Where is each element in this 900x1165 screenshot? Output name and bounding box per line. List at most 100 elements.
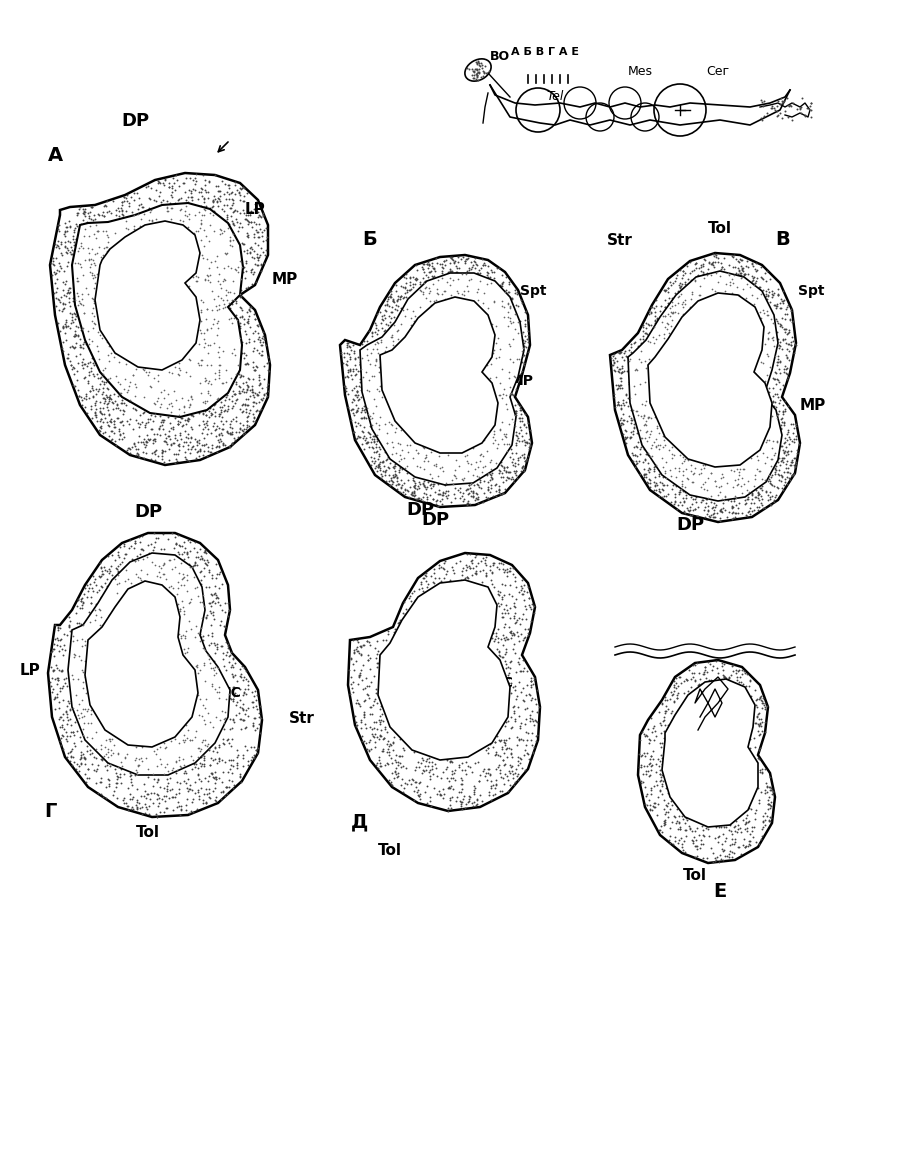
Point — [763, 450, 778, 468]
Point — [770, 355, 784, 374]
Point — [370, 463, 384, 481]
Point — [103, 411, 117, 430]
Point — [468, 248, 482, 267]
Point — [755, 691, 770, 709]
Point — [75, 661, 89, 679]
Point — [694, 478, 708, 496]
Point — [182, 781, 196, 799]
Point — [85, 331, 99, 350]
Point — [734, 476, 748, 495]
Point — [347, 344, 362, 362]
Point — [367, 452, 382, 471]
Point — [149, 790, 164, 809]
Point — [379, 472, 393, 490]
Point — [52, 221, 67, 240]
Point — [258, 241, 273, 260]
Point — [776, 395, 790, 414]
Point — [53, 256, 68, 275]
Point — [374, 699, 388, 718]
Point — [122, 193, 136, 212]
Point — [787, 465, 801, 483]
Point — [652, 473, 667, 492]
Point — [733, 266, 747, 284]
Point — [634, 747, 648, 765]
Point — [93, 553, 107, 572]
Point — [614, 416, 628, 435]
Point — [711, 828, 725, 847]
Point — [506, 456, 520, 474]
Point — [419, 480, 434, 499]
Point — [174, 800, 188, 819]
Point — [493, 584, 508, 602]
Point — [757, 304, 771, 323]
Point — [725, 843, 740, 862]
Point — [200, 249, 214, 268]
Point — [395, 770, 410, 789]
Point — [722, 668, 736, 686]
Point — [73, 338, 87, 356]
Point — [648, 408, 662, 426]
Point — [223, 298, 238, 317]
Point — [760, 306, 774, 325]
Point — [662, 289, 677, 308]
Point — [498, 560, 512, 579]
Point — [760, 387, 775, 405]
Point — [778, 330, 792, 348]
Point — [460, 480, 474, 499]
Point — [429, 280, 444, 298]
Point — [86, 381, 100, 400]
Point — [688, 836, 703, 855]
Point — [134, 210, 148, 228]
Point — [79, 742, 94, 761]
Point — [775, 451, 789, 469]
Point — [94, 735, 108, 754]
Point — [362, 741, 376, 760]
Point — [68, 230, 83, 248]
Point — [652, 308, 667, 326]
Point — [239, 416, 254, 435]
Point — [496, 559, 510, 578]
Point — [221, 396, 236, 415]
Point — [495, 464, 509, 482]
Point — [122, 538, 137, 557]
Point — [363, 407, 377, 425]
Point — [477, 760, 491, 778]
Point — [238, 396, 252, 415]
Point — [469, 488, 483, 507]
Point — [51, 239, 66, 257]
Point — [678, 504, 692, 523]
Point — [503, 309, 517, 327]
Point — [513, 716, 527, 735]
Point — [121, 778, 135, 797]
Point — [516, 457, 530, 475]
Point — [237, 668, 251, 686]
Point — [770, 337, 785, 355]
Point — [74, 614, 88, 633]
Point — [236, 422, 250, 440]
Point — [742, 825, 757, 843]
Point — [774, 467, 788, 486]
Point — [174, 200, 188, 219]
Point — [652, 487, 666, 506]
Point — [772, 471, 787, 489]
Point — [342, 684, 356, 702]
Point — [483, 765, 498, 784]
Point — [439, 250, 454, 269]
Point — [771, 346, 786, 365]
Point — [242, 403, 256, 422]
Point — [704, 671, 718, 690]
Point — [221, 654, 236, 672]
Point — [148, 442, 162, 460]
Point — [116, 424, 130, 443]
Point — [244, 750, 258, 769]
Point — [233, 709, 248, 728]
Point — [194, 205, 209, 224]
Point — [198, 270, 212, 289]
Point — [508, 425, 523, 444]
Point — [45, 683, 59, 701]
Point — [86, 213, 100, 232]
Point — [634, 334, 648, 353]
Point — [228, 260, 242, 278]
Point — [406, 471, 420, 489]
Point — [204, 569, 219, 587]
